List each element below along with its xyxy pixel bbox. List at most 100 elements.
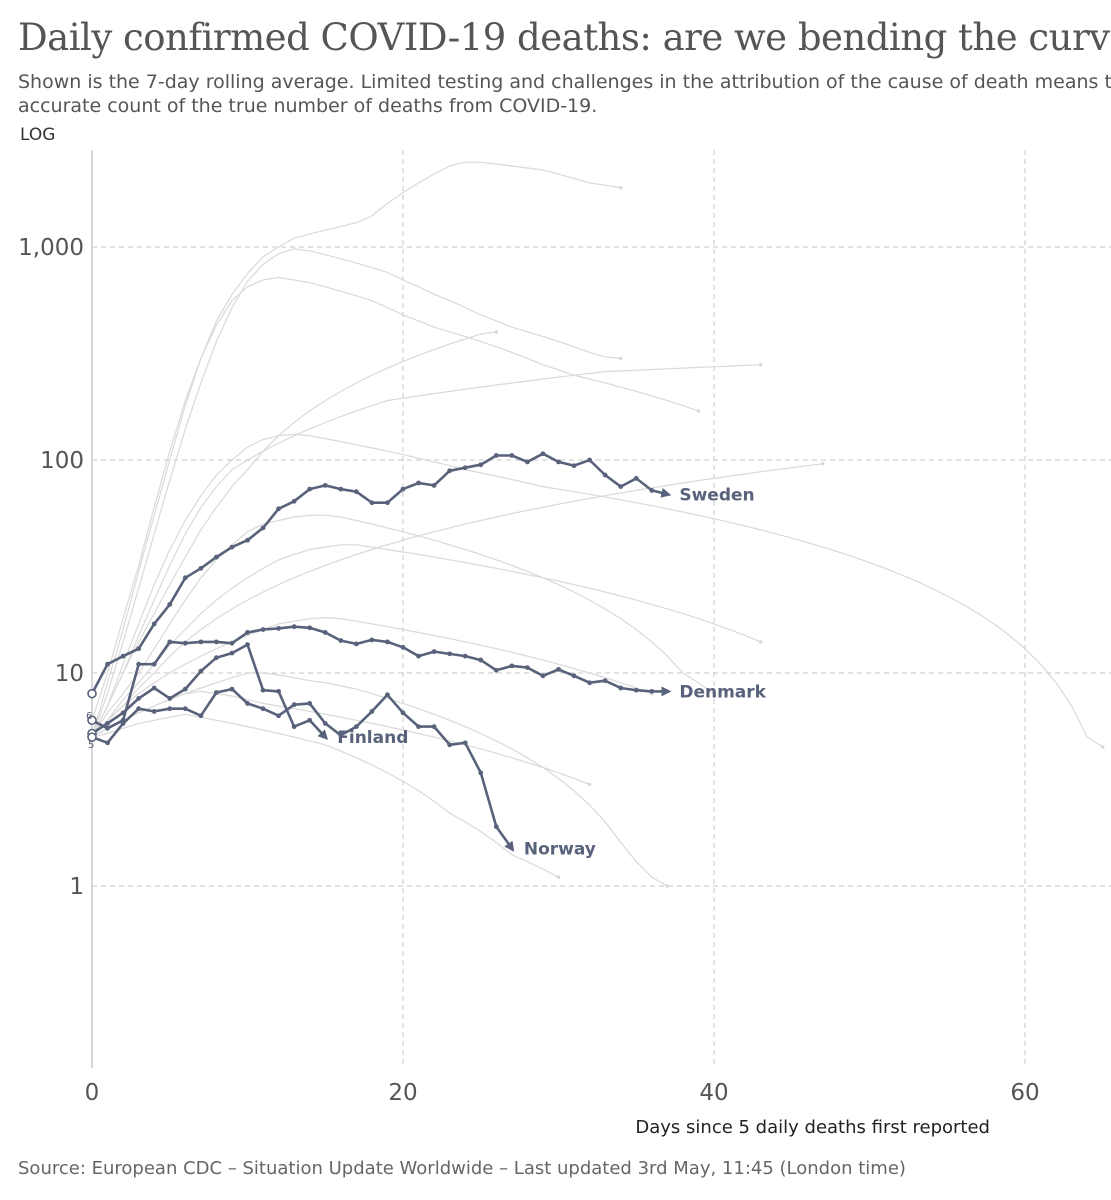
data-point-denmark[interactable] [431,649,437,655]
data-point-norway[interactable] [260,706,266,712]
data-point-finland[interactable] [182,686,188,692]
data-point-norway[interactable] [87,732,97,742]
data-point-sweden[interactable] [291,498,297,504]
data-point-sweden[interactable] [229,544,235,550]
data-point-sweden[interactable] [447,468,453,474]
data-point-sweden[interactable] [198,565,204,571]
data-point-sweden[interactable] [105,661,110,667]
data-point-norway[interactable] [431,724,437,730]
data-point-denmark[interactable] [87,715,97,726]
data-point-denmark[interactable] [151,661,157,667]
data-point-finland[interactable] [229,650,235,656]
data-point-norway[interactable] [291,702,297,708]
data-point-sweden[interactable] [353,489,359,495]
data-point-norway[interactable] [182,706,188,712]
data-point-sweden[interactable] [87,688,97,699]
data-point-sweden[interactable] [182,575,188,581]
series-line-sweden[interactable] [90,452,672,695]
data-point-denmark[interactable] [416,653,421,659]
data-point-denmark[interactable] [229,640,235,646]
data-point-denmark[interactable] [214,639,219,645]
data-point-sweden[interactable] [478,462,484,468]
data-point-norway[interactable] [385,692,390,698]
data-point-finland[interactable] [214,655,219,661]
data-point-finland[interactable] [167,695,173,701]
data-point-norway[interactable] [167,706,173,712]
data-point-denmark[interactable] [493,667,499,673]
data-point-denmark[interactable] [509,663,515,669]
data-point-sweden[interactable] [338,486,344,492]
data-point-denmark[interactable] [136,661,142,667]
data-point-denmark[interactable] [260,627,266,632]
data-point-denmark[interactable] [649,688,655,694]
data-point-denmark[interactable] [525,665,530,671]
data-point-denmark[interactable] [353,641,359,647]
data-point-sweden[interactable] [556,459,561,465]
data-point-denmark[interactable] [633,687,639,693]
data-point-sweden[interactable] [369,500,375,506]
data-point-denmark[interactable] [167,639,173,645]
data-point-norway[interactable] [493,824,499,830]
data-point-finland[interactable] [245,642,250,647]
data-point-finland[interactable] [307,717,313,723]
data-point-denmark[interactable] [338,638,344,643]
data-point-norway[interactable] [151,709,157,714]
data-point-denmark[interactable] [369,637,375,643]
data-point-sweden[interactable] [649,487,655,493]
data-point-finland[interactable] [105,720,110,726]
data-point-finland[interactable] [120,710,126,716]
data-point-sweden[interactable] [120,653,126,659]
data-point-norway[interactable] [447,742,453,748]
data-point-denmark[interactable] [276,625,281,631]
data-point-denmark[interactable] [447,651,453,657]
data-point-sweden[interactable] [602,472,608,478]
data-point-sweden[interactable] [587,457,592,463]
data-point-sweden[interactable] [618,484,624,490]
data-point-sweden[interactable] [385,500,390,506]
data-point-norway[interactable] [245,700,250,706]
data-point-denmark[interactable] [400,644,406,650]
data-point-sweden[interactable] [151,621,157,627]
series-line-denmark[interactable] [91,625,672,730]
data-point-sweden[interactable] [322,482,328,488]
data-point-sweden[interactable] [462,465,468,471]
data-point-sweden[interactable] [416,480,421,486]
data-point-denmark[interactable] [291,624,297,630]
series-line-finland[interactable] [91,643,329,741]
data-point-sweden[interactable] [276,506,281,512]
data-point-norway[interactable] [229,686,235,692]
data-point-denmark[interactable] [307,625,313,631]
data-point-sweden[interactable] [245,537,250,543]
data-point-sweden[interactable] [307,486,313,492]
data-point-sweden[interactable] [509,453,515,458]
data-point-norway[interactable] [120,720,126,726]
data-point-denmark[interactable] [571,673,577,679]
data-point-norway[interactable] [136,706,142,712]
data-point-denmark[interactable] [385,639,390,645]
data-point-norway[interactable] [214,690,219,695]
data-point-norway[interactable] [105,740,110,746]
data-point-denmark[interactable] [602,678,608,684]
data-point-sweden[interactable] [260,525,266,531]
data-point-norway[interactable] [198,713,204,719]
data-point-denmark[interactable] [618,685,624,691]
data-point-denmark[interactable] [478,657,484,663]
data-point-sweden[interactable] [493,453,499,458]
data-point-sweden[interactable] [525,459,530,465]
data-point-norway[interactable] [338,732,344,738]
data-point-denmark[interactable] [245,630,250,635]
data-point-finland[interactable] [198,668,204,674]
data-point-sweden[interactable] [167,601,173,607]
data-point-denmark[interactable] [462,653,468,659]
data-point-sweden[interactable] [540,451,546,457]
series-line-norway[interactable] [91,687,515,852]
data-point-denmark[interactable] [556,666,561,672]
data-point-sweden[interactable] [431,482,437,488]
data-point-norway[interactable] [353,724,359,730]
data-point-sweden[interactable] [400,486,406,492]
data-point-norway[interactable] [322,720,328,726]
data-point-finland[interactable] [291,724,297,730]
data-point-norway[interactable] [369,709,375,714]
data-point-norway[interactable] [400,710,406,716]
data-point-norway[interactable] [307,700,313,706]
